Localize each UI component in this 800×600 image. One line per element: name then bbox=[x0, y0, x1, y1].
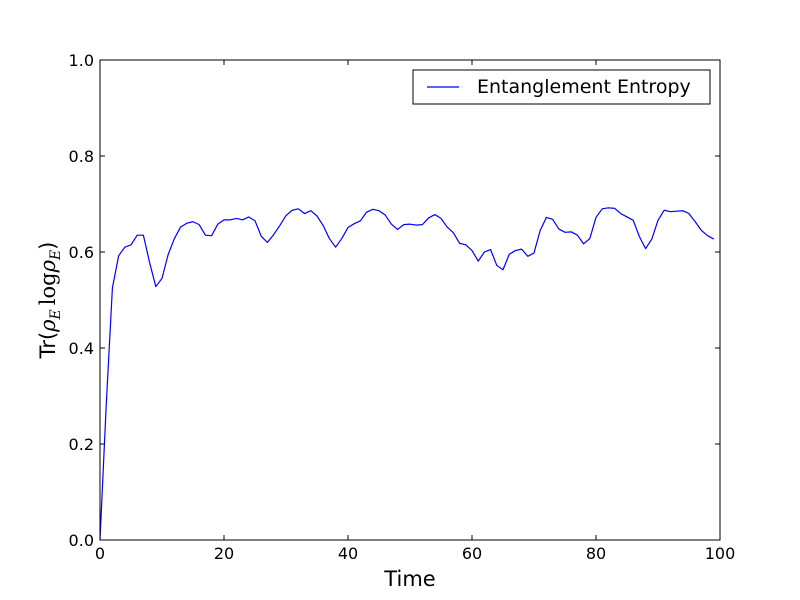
y-tick-label: 0.8 bbox=[69, 147, 94, 166]
x-tick-label: 80 bbox=[586, 544, 606, 563]
y-axis-label-subscript-2: E bbox=[48, 250, 64, 261]
y-axis-label-rho-2: ρ bbox=[36, 259, 60, 273]
x-tick-label: 0 bbox=[95, 544, 105, 563]
x-tick-label: 60 bbox=[462, 544, 482, 563]
y-axis-label-log: log bbox=[36, 272, 60, 305]
y-axis-label: Tr(ρElogρE) bbox=[36, 242, 64, 360]
y-axis-label-subscript: E bbox=[48, 309, 64, 320]
y-tick-label: 0.0 bbox=[69, 531, 94, 550]
y-axis-label-suffix: ) bbox=[36, 242, 60, 250]
tick-labels: 0 20 40 60 80 100 0.0 0.2 0.4 0.6 0.8 1.0 bbox=[69, 51, 736, 563]
legend-entry-label: Entanglement Entropy bbox=[477, 76, 691, 98]
legend: Entanglement Entropy bbox=[412, 69, 711, 105]
x-tick-label: 100 bbox=[705, 544, 736, 563]
x-axis-label: Time bbox=[383, 567, 435, 591]
plot-frame bbox=[99, 59, 721, 541]
y-axis-label-rho: ρ bbox=[36, 319, 60, 333]
y-tick-label: 0.4 bbox=[69, 339, 94, 358]
y-tick-label: 1.0 bbox=[69, 51, 94, 70]
y-tick-label: 0.2 bbox=[69, 435, 94, 454]
x-tick-label: 20 bbox=[214, 544, 234, 563]
y-axis-label-prefix: Tr( bbox=[36, 332, 60, 360]
legend-box bbox=[412, 69, 711, 105]
y-tick-label: 0.6 bbox=[69, 243, 94, 262]
x-tick-label: 40 bbox=[338, 544, 358, 563]
series-line-entanglement-entropy bbox=[99, 207, 715, 541]
